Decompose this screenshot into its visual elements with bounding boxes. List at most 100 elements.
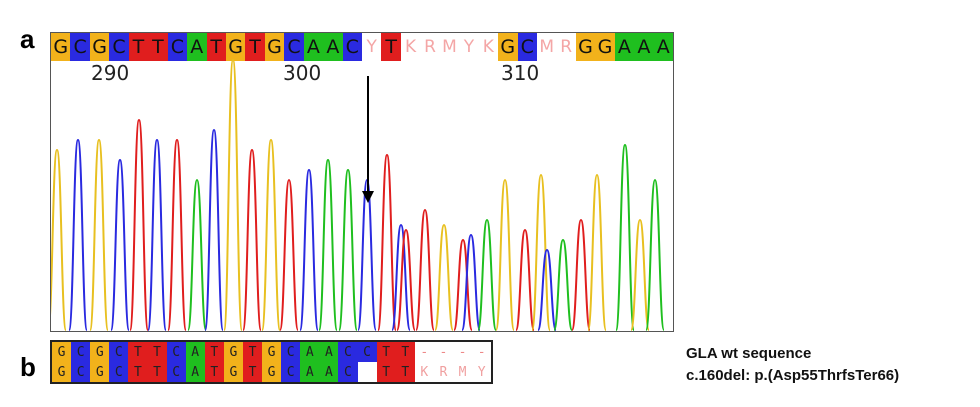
- trace-peak: [453, 238, 473, 331]
- trace-peak: [553, 238, 573, 331]
- base-call: C: [517, 33, 537, 61]
- base-call: M: [536, 33, 557, 61]
- trace-peak: [279, 178, 299, 331]
- sequence-base: G: [52, 362, 72, 382]
- base-call: A: [323, 33, 343, 61]
- trace-peak: [338, 168, 358, 331]
- base-call: C: [167, 33, 188, 61]
- trace-peak: [571, 218, 591, 331]
- base-call: R: [556, 33, 576, 61]
- sequence-base: T: [147, 362, 167, 382]
- sequence-base: G: [262, 342, 282, 362]
- trace-peak: [129, 118, 149, 331]
- sequence-base: T: [204, 362, 224, 382]
- base-call: T: [128, 33, 149, 61]
- base-call: G: [51, 33, 71, 61]
- sequence-base: G: [90, 342, 110, 362]
- legend-line-wt: GLA wt sequence: [686, 345, 812, 362]
- sequence-base: Y: [477, 364, 486, 380]
- sequence-base: T: [395, 362, 415, 382]
- sequence-base: C: [109, 342, 129, 362]
- arrow-head: [362, 191, 374, 203]
- trace-peak: [89, 138, 109, 331]
- sequence-base: T: [204, 342, 224, 362]
- base-call: G: [498, 33, 518, 61]
- sequence-base: G: [223, 342, 243, 362]
- base-call: C: [342, 33, 362, 61]
- sequence-base: -: [458, 344, 467, 360]
- base-call: T: [206, 33, 226, 61]
- sequence-base: A: [300, 362, 320, 382]
- position-labels: 290 300 310: [51, 61, 673, 87]
- sequence-base: C: [357, 342, 377, 362]
- sequence-base: M: [458, 364, 467, 380]
- sequence-base: R: [439, 364, 448, 380]
- trace-peak: [434, 223, 454, 331]
- sequence-base: T: [376, 362, 396, 382]
- base-call: Y: [362, 33, 382, 61]
- trace-peak: [477, 218, 497, 331]
- trace-peak: [396, 228, 416, 331]
- sequence-base: T: [395, 342, 415, 362]
- trace-peak: [242, 148, 262, 331]
- base-call: C: [70, 33, 90, 61]
- trace-plot: [51, 58, 665, 331]
- trace-peak: [167, 138, 187, 331]
- trace-peak: [357, 178, 377, 331]
- sequence-base: C: [71, 342, 91, 362]
- base-call: C: [109, 33, 129, 61]
- sequence-base: G: [90, 362, 110, 382]
- base-call: Y: [459, 33, 479, 61]
- base-call: T: [381, 33, 401, 61]
- sequence-base: T: [128, 362, 148, 382]
- sequence-base: K: [420, 364, 429, 380]
- sequence-base: [358, 362, 377, 382]
- sequence-base: G: [52, 342, 72, 362]
- trace-peak: [615, 143, 635, 331]
- sequence-base: A: [319, 342, 339, 362]
- sequence-base: C: [281, 362, 301, 382]
- base-call: A: [653, 33, 673, 61]
- base-call: T: [245, 33, 265, 61]
- position-label: 300: [283, 61, 322, 85]
- sequence-base: C: [338, 342, 358, 362]
- legend: GLA wt sequence c.160del: p.(Asp55ThrfsT…: [686, 343, 899, 387]
- sequence-base: T: [128, 342, 148, 362]
- base-call: A: [303, 33, 324, 61]
- trace-peak: [299, 168, 319, 331]
- base-call: R: [420, 33, 440, 61]
- trace-peak: [318, 158, 338, 331]
- trace-peak: [51, 148, 67, 331]
- trace-peak: [630, 218, 650, 331]
- sequence-base: -: [439, 344, 448, 360]
- panel-label-b: b: [20, 352, 36, 382]
- base-call: G: [575, 33, 596, 61]
- base-call: M: [439, 33, 460, 61]
- sequence-base: A: [319, 362, 339, 382]
- base-call: A: [614, 33, 635, 61]
- trace-peak: [187, 178, 207, 331]
- sequence-base: C: [166, 342, 186, 362]
- sequence-base: -: [477, 344, 486, 360]
- position-label: 310: [501, 61, 540, 85]
- sequence-base: C: [338, 362, 358, 382]
- trace-peak: [531, 173, 551, 331]
- position-label: 290: [91, 61, 130, 85]
- base-call: K: [478, 33, 499, 61]
- trace-peak: [515, 228, 535, 331]
- sequence-base: T: [147, 342, 167, 362]
- trace-peak: [391, 223, 411, 331]
- base-call: G: [595, 33, 615, 61]
- sequence-base: T: [242, 342, 263, 362]
- trace-peak: [68, 138, 88, 331]
- base-call: T: [148, 33, 168, 61]
- trace-peak: [587, 173, 607, 331]
- trace-peak: [377, 153, 397, 331]
- sequence-base: C: [71, 362, 91, 382]
- base-call: C: [284, 33, 304, 61]
- trace-peak: [204, 128, 224, 331]
- sequence-base: G: [223, 362, 243, 382]
